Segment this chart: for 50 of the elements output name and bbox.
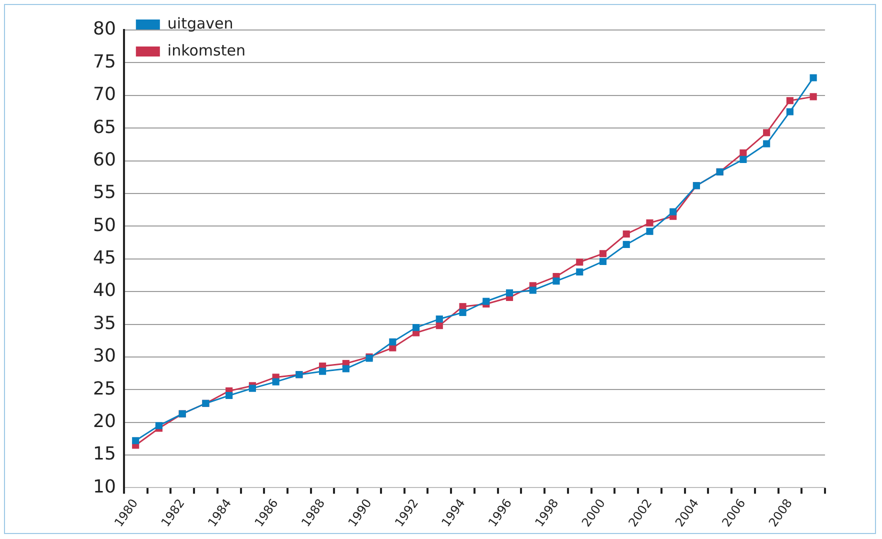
point — [506, 289, 514, 296]
point — [412, 324, 420, 332]
y-tick-label: 80 — [93, 18, 116, 40]
y-tick-label: 65 — [93, 116, 116, 138]
point — [226, 392, 233, 400]
point — [436, 315, 443, 323]
point — [552, 278, 560, 285]
point — [740, 156, 747, 164]
y-tick-label: 60 — [93, 149, 116, 170]
point — [670, 208, 677, 216]
point — [576, 268, 584, 276]
point — [599, 250, 607, 258]
point — [132, 437, 140, 444]
y-tick-label: 40 — [93, 280, 116, 302]
point — [763, 129, 770, 136]
point — [786, 108, 794, 116]
y-tick-label: 15 — [93, 444, 116, 465]
point — [459, 308, 466, 316]
point — [740, 149, 747, 156]
point — [622, 230, 630, 238]
point — [786, 97, 794, 104]
point — [342, 365, 350, 372]
y-tick-label: 55 — [93, 182, 116, 204]
y-tick-label: 35 — [93, 312, 116, 334]
y-tick-label: 10 — [93, 476, 116, 498]
y-tick-label: 50 — [93, 214, 116, 236]
point — [248, 384, 256, 392]
point — [810, 93, 817, 100]
point — [529, 286, 536, 294]
legend-label: inkomsten — [167, 41, 246, 60]
point — [599, 258, 607, 266]
point — [576, 258, 584, 266]
y-tick-label: 45 — [93, 248, 116, 269]
legend-label: uitgaven — [167, 14, 234, 32]
point — [622, 240, 630, 248]
point — [389, 338, 396, 346]
point — [810, 74, 817, 82]
point — [272, 378, 280, 386]
y-tick-label: 70 — [93, 84, 116, 106]
point — [763, 140, 770, 148]
point — [155, 422, 162, 430]
y-tick-label: 75 — [93, 51, 116, 72]
point — [646, 228, 654, 235]
point — [482, 298, 490, 305]
y-tick-label: 20 — [93, 411, 116, 432]
y-tick-label: 30 — [93, 346, 116, 367]
point — [646, 219, 654, 226]
point — [436, 322, 443, 330]
y-tick-label: 25 — [93, 378, 116, 400]
point — [319, 368, 326, 375]
